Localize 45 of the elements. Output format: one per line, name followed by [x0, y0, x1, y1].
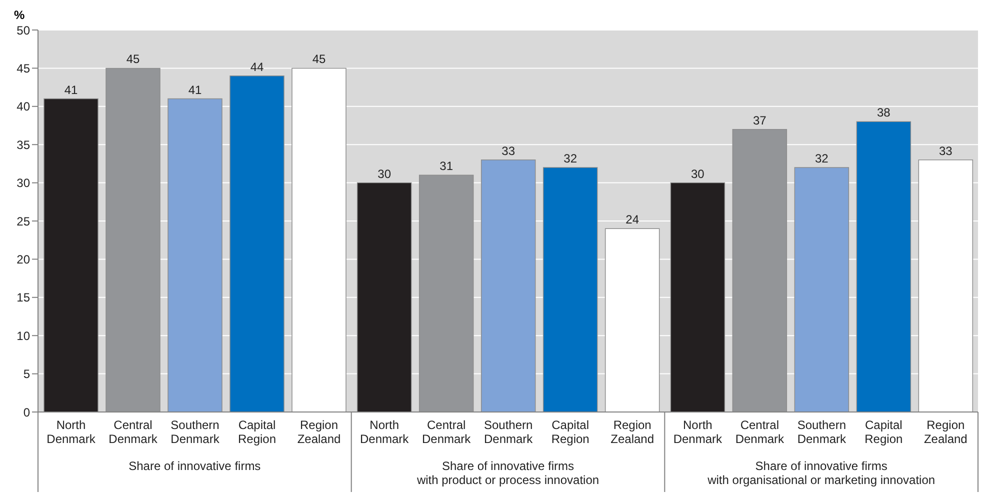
- text: Central Denmark: [735, 418, 784, 446]
- data-label: 44: [250, 60, 264, 74]
- series-label: Capital Region: [238, 418, 276, 446]
- y-tick-label: 45: [16, 61, 30, 76]
- y-tick-label: 35: [16, 138, 30, 152]
- y-tick-label: 5: [23, 367, 30, 382]
- data-label: 30: [378, 166, 392, 181]
- data-label: 32: [814, 152, 829, 166]
- data-label: 41: [188, 82, 202, 97]
- series-label: Region Zealand: [297, 418, 341, 446]
- data-label: 45: [126, 52, 140, 66]
- series-label: Central Denmark: [108, 418, 158, 446]
- y-tick-label: 20: [16, 252, 30, 266]
- data-label: 33: [938, 144, 953, 158]
- text: North Denmark: [673, 418, 722, 446]
- y-tick-label: 15: [16, 290, 30, 305]
- y-tick-label: 0: [23, 405, 30, 420]
- data-label: 37: [752, 113, 767, 128]
- series-label: North Denmark: [46, 418, 96, 446]
- data-label: 24: [626, 212, 640, 227]
- y-tick-label: 10: [16, 328, 30, 343]
- y-tick-label: 25: [16, 214, 30, 228]
- text: North Denmark: [360, 418, 409, 446]
- x-tick-label: Share of innovative firms with organisational or marketing innovation: [706, 459, 936, 487]
- text: Region Zealand: [924, 418, 968, 446]
- y-axis-title: %: [14, 8, 25, 22]
- x-tick-label: Share of innovative firms: [128, 459, 261, 473]
- text: Southern Denmark: [797, 418, 846, 446]
- data-label: 33: [502, 144, 516, 158]
- data-label: 30: [690, 166, 705, 181]
- text: Capital Region: [551, 418, 590, 446]
- y-tick-label: 50: [16, 23, 30, 38]
- data-label: 32: [564, 152, 578, 166]
- data-label: 41: [64, 82, 78, 97]
- text: Southern Denmark: [484, 418, 533, 446]
- y-tick-label: 30: [16, 176, 30, 190]
- data-label: 31: [440, 159, 454, 174]
- x-tick-label: Share of innovative firms with product or process innovation: [416, 459, 600, 487]
- y-tick-label: 40: [16, 100, 30, 114]
- data-label: 38: [876, 106, 891, 120]
- text: Capital Region: [864, 418, 903, 446]
- data-label: 45: [312, 52, 326, 66]
- text: Central Denmark: [422, 418, 471, 446]
- text: Region Zealand: [610, 418, 654, 446]
- series-label: Southern Denmark: [170, 418, 220, 446]
